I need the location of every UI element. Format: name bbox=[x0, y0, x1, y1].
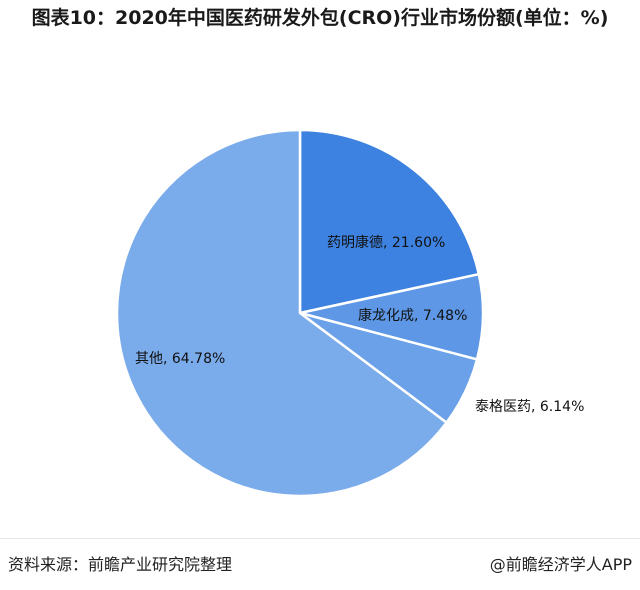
slice-label-2: 康龙化成, 7.48% bbox=[358, 307, 467, 324]
credit-note: @前瞻经济学人APP bbox=[489, 555, 632, 574]
slice-labels: 药明康德, 21.60% 康龙化成, 7.48% 泰格医药, 6.14% 其他, 64… bbox=[135, 234, 584, 415]
footer-divider bbox=[0, 538, 640, 539]
slice-label-1: 药明康德, 21.60% bbox=[327, 234, 445, 251]
slice-label-4: 其他, 64.78% bbox=[135, 351, 225, 367]
chart-title: 图表10：2020年中国医药研发外包(CRO)行业市场份额(单位：%) bbox=[31, 7, 609, 29]
pie-slice-1 bbox=[298, 128, 481, 315]
pie-slice-4 bbox=[115, 128, 448, 498]
pie-chart: 药明康德, 21.60% 康龙化成, 7.48% 泰格医药, 6.14% 其他, 64… bbox=[115, 128, 584, 498]
slice-label-3: 泰格医药, 6.14% bbox=[475, 399, 584, 415]
pie-slices bbox=[115, 128, 485, 498]
source-note: 资料来源：前瞻产业研究院整理 bbox=[8, 555, 233, 574]
